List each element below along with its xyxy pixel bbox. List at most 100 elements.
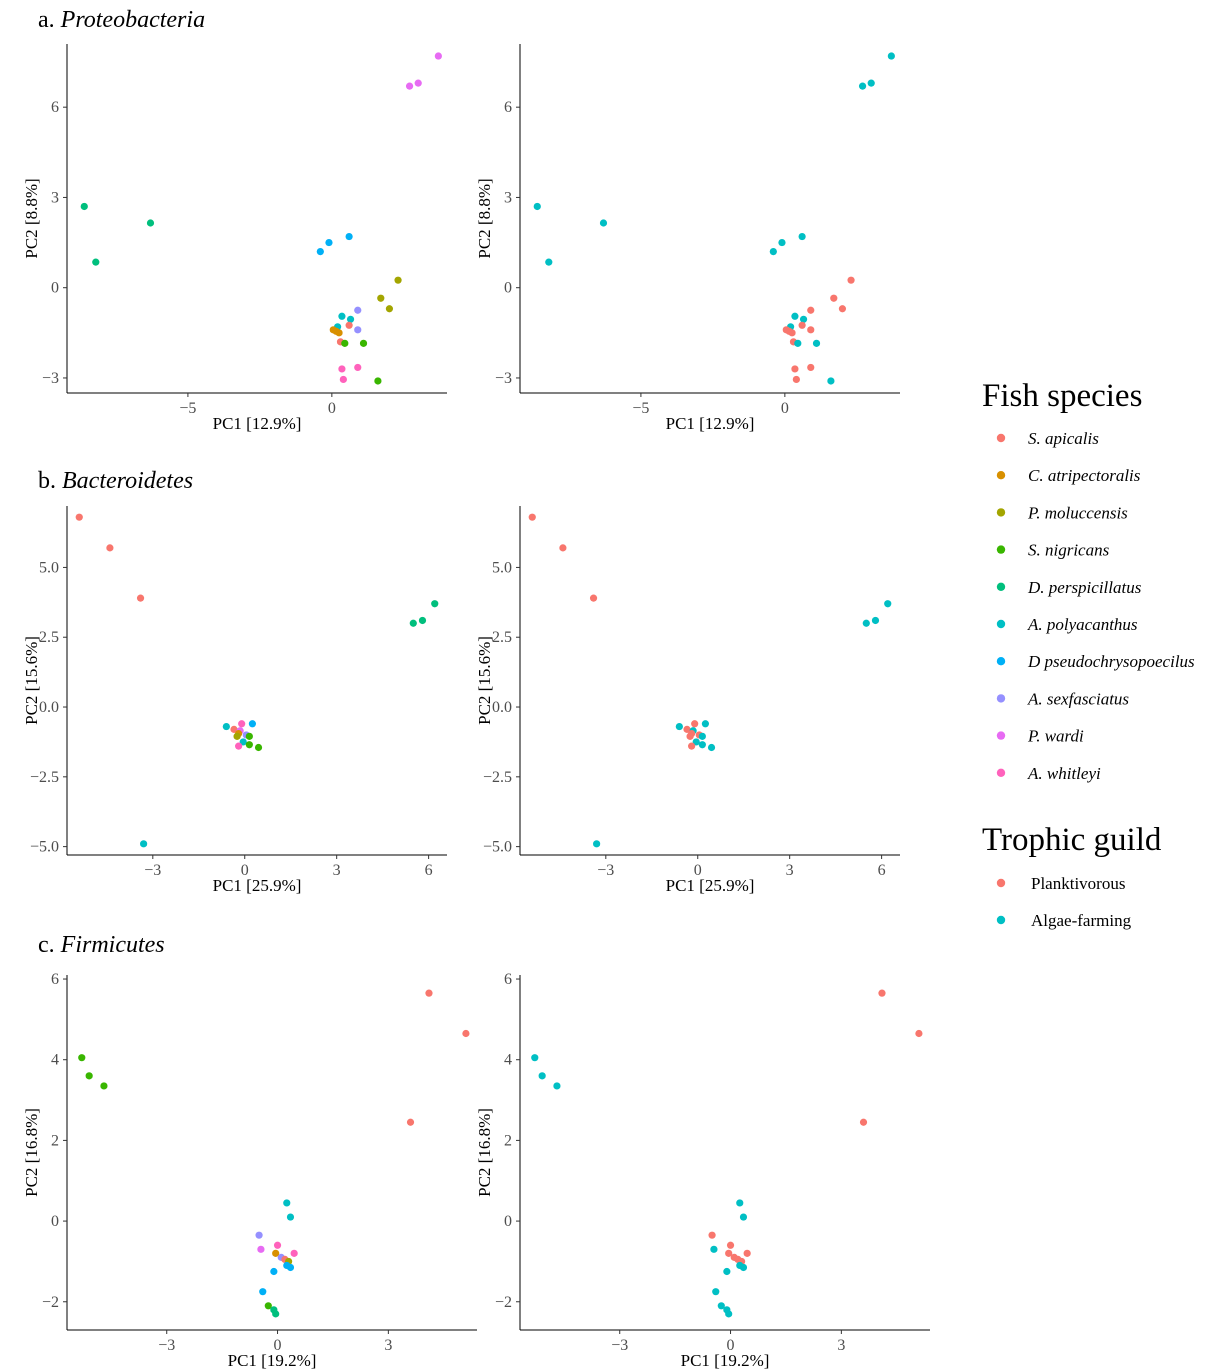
- panel-b-guild-y-axis-label: PC2 [15.6%]: [475, 636, 494, 725]
- panel-b-species-point: [239, 738, 247, 746]
- panel-b-title: b. Bacteroidetes: [38, 468, 193, 494]
- legend-species-label: A. whitleyi: [1027, 764, 1101, 783]
- panel-b-guild-point: [707, 743, 716, 752]
- panel-b-species-x-tick-label: 6: [425, 862, 433, 879]
- panel-c-guild-point: [712, 1288, 720, 1296]
- panel-c-guild-point: [717, 1302, 725, 1310]
- panel-a-guild-point: [798, 321, 806, 329]
- panel-a-species-point: [345, 321, 353, 329]
- legend-species-label: A. sexfasciatus: [1027, 689, 1129, 708]
- panel-b-guild-point: [675, 722, 683, 731]
- panel-c-guild-y-tick-label: −2: [495, 1294, 512, 1311]
- panel-b-species-point: [409, 619, 417, 627]
- panel-a-title: a. Proteobacteria: [38, 7, 205, 33]
- panel-b-guild-x-axis-label: PC1 [25.9%]: [666, 876, 755, 895]
- legend-species-label: C. atripectoralis: [1028, 466, 1141, 485]
- panel-b-species-x-tick-label: −3: [144, 862, 161, 879]
- panel-b-guild-point: [688, 742, 696, 750]
- panel-b-species-point: [431, 600, 439, 608]
- panel-c-guild-point: [531, 1054, 539, 1062]
- panel-c-guild-point: [553, 1082, 561, 1090]
- panel-c-species-point: [78, 1054, 86, 1062]
- panel-a-guild-point: [807, 363, 815, 372]
- panel-b-guild-point: [691, 720, 699, 728]
- panel-a-guild-point: [799, 315, 808, 323]
- panel-c-guild-point: [878, 989, 886, 997]
- plot-a-species: −3 0 3 6 −5 0 PC1 [12.9%] PC2 [8.8%]: [22, 44, 447, 433]
- panel-b-guild-point: [559, 544, 567, 552]
- legend-species-items: S. apicalis C. atripectoralis P. moluccens…: [996, 429, 1195, 783]
- panel-c-species-y-tick-label: −2: [42, 1294, 59, 1311]
- panel-c-guild-y-tick-label: 0: [504, 1213, 512, 1230]
- panel-c-species-point: [255, 1231, 263, 1239]
- panel-a-species-point: [377, 294, 385, 302]
- legend-guild-items: Planktivorous Algae-farming: [996, 874, 1132, 930]
- panel-c-guild-point: [739, 1213, 748, 1221]
- panel-c-guild-point: [736, 1199, 744, 1207]
- legend-species-key: [996, 657, 1006, 666]
- panel-b-species-point: [222, 722, 230, 731]
- panel-c-species-point: [406, 1118, 415, 1126]
- panel-a-guild-point: [807, 326, 815, 334]
- panel-b-species-y-axis-label: PC2 [15.6%]: [22, 636, 41, 725]
- panel-c-species-y-tick-label: 2: [51, 1132, 59, 1149]
- panel-a-guild-point: [798, 232, 806, 241]
- panel-c-title-prefix: c.: [38, 932, 55, 958]
- panel-b-species-point: [106, 544, 114, 552]
- panel-a-species-point: [345, 232, 353, 241]
- panel-c-species-point: [100, 1082, 108, 1090]
- panel-b-guild-x-tick-label: 6: [878, 862, 886, 879]
- plot-b-guild: −5.0 −2.5 0.0 2.5 5.0 −3 0 3 6 PC1 [25.9%] PC2 [15…: [475, 506, 900, 895]
- panel-c-guild-point: [726, 1241, 735, 1249]
- panel-a-title-taxon: Proteobacteria: [60, 7, 205, 33]
- panel-a-guild-y-tick-label: 3: [504, 189, 512, 206]
- plot-c-guild: −2 0 2 4 6 −3 0 3 PC1 [19.2%] PC2 [16.8%]: [475, 971, 930, 1370]
- panel-c-species-point: [257, 1245, 265, 1253]
- legend: Fish species S. apicalis C. atripectorali…: [982, 378, 1195, 930]
- panel-a-guild-x-tick-label: 0: [781, 400, 789, 417]
- panel-c-guild-point: [708, 1231, 716, 1239]
- panel-a-species-point: [335, 329, 343, 337]
- panel-c-species-point: [290, 1249, 298, 1257]
- panel-a-species-point: [316, 247, 324, 256]
- panel-c-species-point: [462, 1029, 470, 1038]
- legend-species-label: S. apicalis: [1028, 429, 1099, 448]
- panel-b-guild-y-tick-label: −5.0: [483, 839, 512, 856]
- panel-a-guild-point: [838, 305, 847, 313]
- panel-b-species-point: [248, 720, 257, 728]
- legend-species-key: [996, 619, 1006, 629]
- panel-a-species-x-axis-label: PC1 [12.9%]: [213, 414, 302, 433]
- panel-c-species-point: [85, 1072, 93, 1080]
- panel-a-guild-y-axis-label: PC2 [8.8%]: [475, 178, 494, 258]
- panel-c-guild-y-tick-label: 2: [504, 1132, 512, 1149]
- panel-b-guild-y-tick-label: 2.5: [492, 629, 512, 646]
- panel-a-guild-point: [769, 247, 777, 256]
- panel-a-species-y-axis-label: PC2 [8.8%]: [22, 178, 41, 258]
- panel-a-guild-point: [867, 79, 875, 87]
- panel-b-species-point: [245, 741, 253, 749]
- legend-species-label: D pseudochrysopoecilus: [1027, 652, 1195, 671]
- panel-b-species-point: [235, 742, 243, 750]
- legend-species-key: [996, 768, 1006, 777]
- panel-c-species-y-tick-label: 4: [51, 1052, 59, 1069]
- legend-species-title: Fish species: [982, 378, 1142, 414]
- panel-b-species-point: [140, 840, 148, 848]
- panel-a-guild-point: [545, 258, 553, 266]
- panel-a-guild-point: [807, 306, 815, 314]
- panel-b-guild-point: [884, 600, 892, 608]
- panel-a-species-point: [414, 79, 422, 87]
- panel-a-species-point: [325, 238, 333, 247]
- panel-b-species-point: [233, 732, 241, 740]
- panel-c-title-taxon: Firmicutes: [60, 932, 165, 958]
- panel-b-species-point: [136, 594, 145, 602]
- panel-a-guild-point: [791, 312, 799, 320]
- legend-species-label: P. wardi: [1027, 727, 1084, 746]
- panel-b-guild-x-tick-label: −3: [597, 862, 614, 879]
- panel-b-guild-point: [701, 720, 710, 728]
- panel-c-species-x-axis-label: PC1 [19.2%]: [228, 1351, 317, 1370]
- panel-c-species-point: [283, 1199, 291, 1207]
- panel-c-species-x-tick-label: 0: [274, 1337, 282, 1354]
- panel-b-guild-point: [698, 741, 706, 749]
- panel-a-guild-point: [887, 52, 895, 60]
- panel-a-species-y-tick-label: −3: [42, 370, 59, 387]
